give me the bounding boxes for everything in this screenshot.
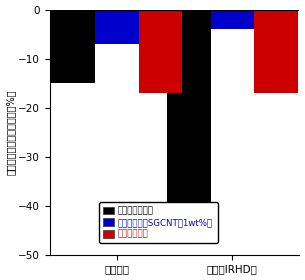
Bar bbox=[139, 10, 182, 93]
Bar bbox=[52, 10, 95, 83]
Bar bbox=[167, 10, 210, 216]
Bar bbox=[95, 10, 139, 44]
Y-axis label: 熱水処理による物性変化（%）: 熱水処理による物性変化（%） bbox=[5, 89, 16, 175]
Bar bbox=[210, 10, 254, 29]
Legend: フッ素ゴム単体, フッ素ゴム／SGCNT（1wt%）, 市販耳熱ゴム: フッ素ゴム単体, フッ素ゴム／SGCNT（1wt%）, 市販耳熱ゴム bbox=[99, 202, 217, 243]
Bar bbox=[254, 10, 298, 93]
